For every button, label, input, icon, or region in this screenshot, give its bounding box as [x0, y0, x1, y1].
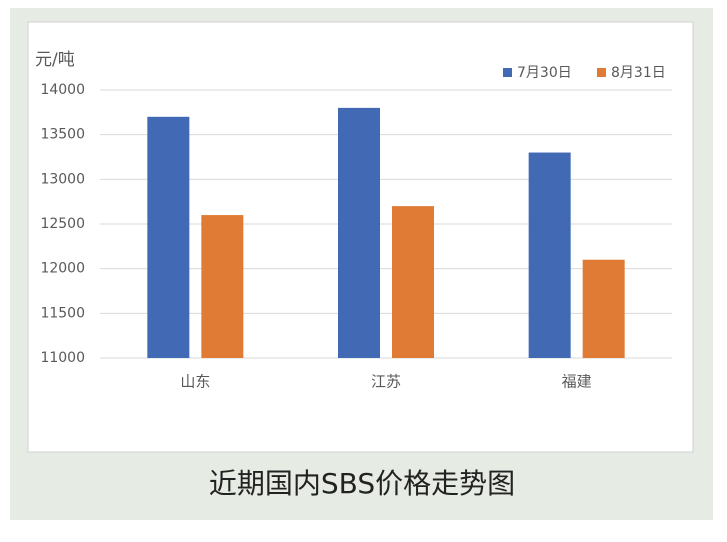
x-tick-label: 江苏	[371, 373, 401, 391]
bar	[528, 152, 571, 358]
bar	[392, 206, 434, 358]
x-tick-label: 福建	[562, 373, 592, 391]
legend-swatch	[597, 68, 606, 77]
y-tick-label: 12000	[40, 261, 85, 277]
y-tick-label: 12500	[40, 216, 85, 232]
bar	[147, 116, 190, 358]
legend-swatch	[503, 68, 512, 77]
y-tick-label: 11000	[40, 350, 85, 366]
y-tick-label: 13500	[40, 127, 85, 143]
legend-label: 7月30日	[517, 65, 572, 81]
y-tick-label: 11500	[40, 305, 85, 321]
x-tick-label: 山东	[180, 373, 210, 391]
bar	[338, 107, 380, 358]
bar	[582, 259, 625, 358]
legend-label: 8月31日	[611, 65, 666, 81]
bar	[201, 215, 244, 358]
y-unit: 元/吨	[35, 50, 75, 70]
y-tick-label: 14000	[40, 82, 85, 98]
chart-title: 近期国内SBS价格走势图	[209, 467, 515, 500]
y-tick-label: 13000	[40, 171, 85, 187]
